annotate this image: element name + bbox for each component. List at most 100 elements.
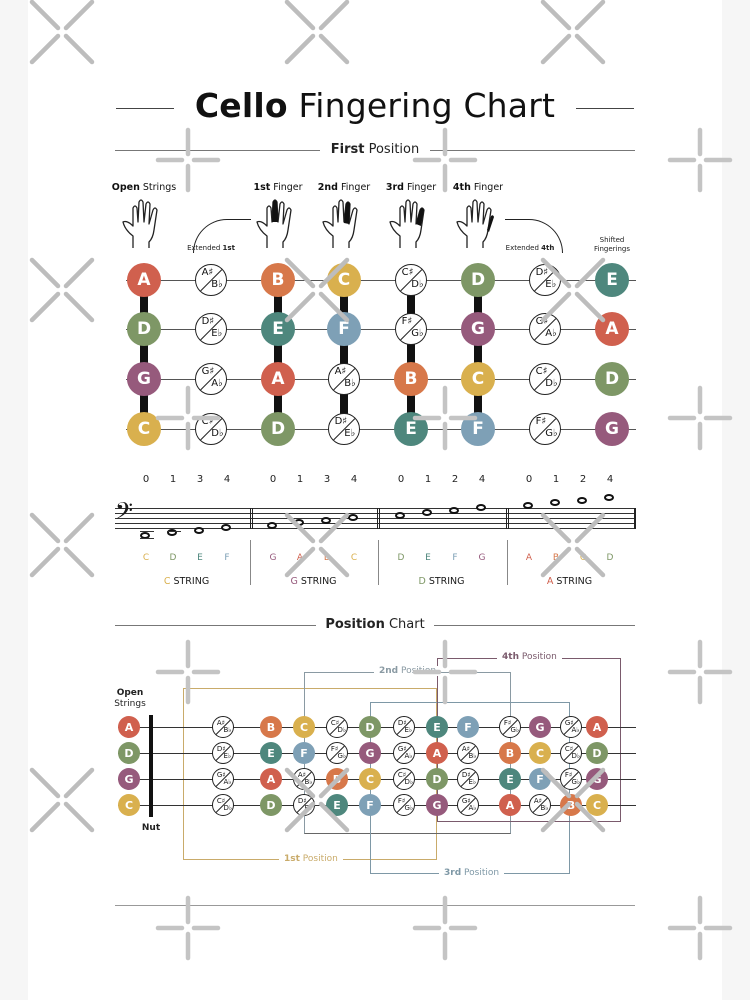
position-label-1: 1st Position [279, 854, 343, 864]
note-name: E [425, 553, 431, 563]
watermark-plus-icon [154, 384, 222, 452]
watermark-x-icon [283, 766, 351, 834]
whole-note [194, 527, 204, 534]
whole-note [422, 509, 432, 516]
sharp-name: D♯ [397, 718, 407, 727]
hand-icon [388, 196, 434, 250]
note-name: D [397, 553, 405, 563]
sharp-name: C♯ [330, 718, 340, 727]
hand-icon [121, 196, 167, 250]
barline [252, 508, 253, 529]
ledger-line [140, 538, 154, 539]
accidental-note: C♯ D♭ [560, 742, 582, 764]
sharp-name: F♯ [564, 770, 573, 779]
whole-note [449, 507, 459, 514]
accidental-note: F♯ G♭ [326, 742, 348, 764]
watermark-x-icon [539, 766, 607, 834]
accidental-note: A♯ B♭ [529, 794, 551, 816]
string-line [126, 429, 636, 430]
note-name: G [478, 553, 486, 563]
note-G: G [529, 716, 551, 738]
note-C: C [327, 263, 361, 297]
barline [508, 508, 509, 529]
note-G: G [461, 312, 495, 346]
accidental-note: C♯ D♭ [212, 794, 234, 816]
extended-1st-label: Extended 1st [187, 244, 235, 252]
note-D: D [426, 768, 448, 790]
accidental-note: G♯A♭ [212, 768, 234, 790]
staff-line [115, 518, 636, 519]
finger-header-3: 3rd Finger [366, 182, 456, 193]
note-E: E [394, 412, 428, 446]
position-chart-title: Position Chart [316, 617, 434, 632]
sharp-name: A♯ [533, 796, 543, 805]
accidental-note: D♯E♭ [328, 413, 360, 445]
sharp-name: D♯ [216, 744, 226, 753]
watermark-x-icon [283, 256, 351, 324]
header-bold: 3rd [385, 182, 404, 193]
note-B: B [394, 362, 428, 396]
finger-header-2: 2nd Finger [299, 182, 389, 193]
string-line [126, 379, 636, 380]
finger-number: 4 [350, 474, 358, 485]
watermark-x-icon [283, 511, 351, 579]
finger-number: 0 [525, 474, 533, 485]
header-rest: Finger [403, 182, 437, 193]
accidental-note: D♯E♭ [195, 313, 227, 345]
flat-name: A♭ [571, 726, 580, 735]
flat-name: E♭ [223, 752, 232, 761]
ledger-line [140, 531, 154, 532]
accidental-note: G♯A♭ [393, 742, 415, 764]
note-B: B [260, 716, 282, 738]
whole-note [221, 524, 231, 531]
header-bold: 4th [452, 182, 471, 193]
title-bold: Cello [194, 86, 288, 125]
sharp-name: G♯ [564, 718, 574, 727]
note-B: B [499, 742, 521, 764]
note-E: E [260, 742, 282, 764]
sharp-name: A♯ [461, 744, 471, 753]
finger-column-bar [274, 280, 282, 429]
flat-name: D♭ [411, 278, 424, 290]
finger-number: 0 [269, 474, 277, 485]
flat-name: A♭ [468, 804, 477, 813]
accidental-note: C♯ D♭ [395, 264, 427, 296]
note-name: G [269, 553, 277, 563]
flat-name: D♭ [571, 752, 581, 761]
string-group-separator [378, 540, 379, 585]
flat-name: B♭ [211, 278, 223, 290]
note-D: D [586, 742, 608, 764]
header-rest: Finger [337, 182, 371, 193]
note-name: A [525, 553, 533, 563]
title-rule-left [116, 108, 174, 109]
finger-number: 0 [142, 474, 150, 485]
flat-name: D♭ [337, 726, 347, 735]
watermark-plus-icon [411, 894, 479, 962]
note-E: E [326, 794, 348, 816]
accidental-note: C♯ D♭ [326, 716, 348, 738]
note-A: A [499, 794, 521, 816]
note-D: D [261, 412, 295, 446]
accidental-note: G♯A♭ [195, 363, 227, 395]
whole-note [321, 517, 331, 524]
note-A: A [260, 768, 282, 790]
sharp-name: C♯ [564, 744, 574, 753]
title-rule-right [576, 108, 634, 109]
barline [377, 508, 378, 529]
header-bold: Open [111, 182, 140, 193]
accidental-note: A♯ B♭ [457, 742, 479, 764]
watermark-plus-icon [666, 638, 734, 706]
accidental-note: D♯E♭ [393, 716, 415, 738]
accidental-note: A♯ B♭ [328, 363, 360, 395]
whole-note [167, 529, 177, 536]
flat-name: D♭ [545, 377, 558, 389]
note-E: E [595, 263, 629, 297]
accidental-note: G♯A♭ [457, 794, 479, 816]
hand-icon [255, 196, 301, 250]
watermark-x-icon [28, 256, 96, 324]
header-bold: 1st [253, 182, 271, 193]
shifted-fingerings-label: Shifted Fingerings [594, 236, 630, 253]
finger-number: 1 [296, 474, 304, 485]
finger-header-4: 4th Finger [433, 182, 523, 193]
hand-icon [321, 196, 367, 250]
